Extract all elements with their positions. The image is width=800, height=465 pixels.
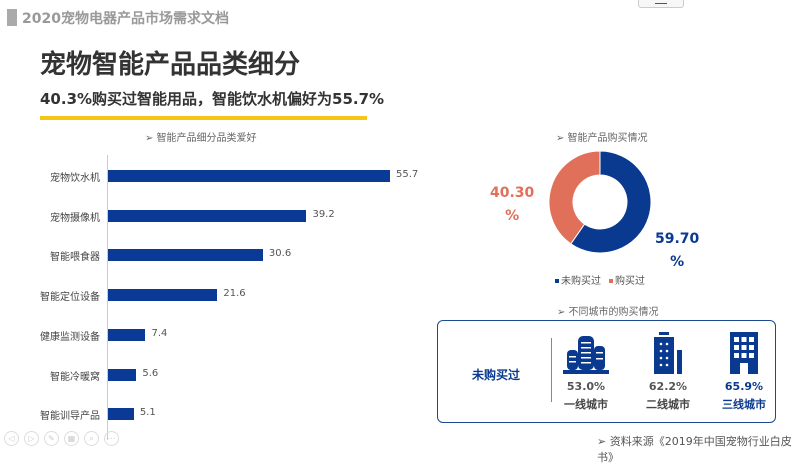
slides-icon[interactable]: ▦	[64, 431, 79, 446]
bar-value-label: 39.2	[312, 208, 335, 220]
city-percent: 65.9%	[724, 380, 764, 393]
bar	[108, 170, 390, 182]
document-title: 2020宠物电器产品市场需求文档	[22, 11, 229, 27]
city-name: 三线城市	[722, 398, 766, 411]
city-tier-1: 53.0% 一线城市	[556, 330, 616, 412]
page-subtitle: 40.3%购买过智能用品，智能饮水机偏好为55.7%	[40, 90, 385, 108]
not-bought-percent-label: 59.70%	[655, 228, 699, 274]
bar	[108, 209, 307, 222]
bar-value-label: 30.6	[268, 248, 292, 260]
bar	[108, 328, 146, 341]
slide-nav: ◁ ▷ ✎ ▦ ⌕ ⋯	[4, 431, 119, 446]
legend-item-bought: 购买过	[609, 272, 645, 287]
bar-category-label: 智能定位设备	[40, 292, 100, 304]
donut-slice-not-bought	[570, 150, 652, 254]
percent-unit: %	[505, 208, 520, 224]
bar-category-label: 智能冷暖窝	[50, 371, 100, 383]
more-icon[interactable]: ⋯	[104, 431, 119, 446]
city-buildings-icon	[556, 330, 616, 374]
bar	[108, 408, 134, 421]
bar-category-label: 宠物饮水机	[50, 173, 100, 184]
bar-chart-title: ➢ 智能产品细分品类爱好	[145, 133, 257, 144]
page-title: 宠物智能产品品类细分	[40, 50, 301, 80]
zoom-icon[interactable]: ⌕	[84, 431, 99, 446]
bar-category-label: 宠物摄像机	[50, 212, 100, 224]
legend-item-not-bought: 未购买过	[555, 272, 601, 287]
source-note: ➢ 资料来源《2019年中国宠物行业白皮书》	[597, 435, 792, 464]
donut-slice-bought	[548, 150, 601, 245]
city-panel-label: 未购买过	[472, 368, 521, 382]
bar-category-label: 智能喂食器	[50, 252, 100, 264]
divider	[551, 338, 552, 402]
bar-value-label: 5.6	[142, 367, 159, 379]
bought-value: 40.30	[490, 185, 535, 201]
header-marker	[7, 9, 17, 26]
pie-chart-title: ➢ 智能产品购买情况	[556, 133, 648, 144]
prev-icon[interactable]: ◁	[4, 431, 19, 446]
bar-value-label: 21.6	[223, 288, 246, 300]
city-name: 一线城市	[564, 398, 608, 411]
city-name: 二线城市	[646, 398, 690, 411]
next-icon[interactable]: ▷	[24, 431, 39, 446]
minimize-button[interactable]	[638, 0, 684, 8]
bar	[108, 368, 137, 381]
bar	[108, 249, 263, 262]
not-bought-value: 59.70	[655, 231, 700, 247]
pie-legend: 未购买过 购买过	[555, 272, 645, 287]
city-tier-2: 62.2% 二线城市	[638, 330, 698, 412]
bar	[108, 289, 218, 302]
percent-unit: %	[670, 254, 685, 270]
city-percent: 53.0%	[566, 380, 606, 393]
city-percent: 62.2%	[648, 380, 688, 393]
city-panel	[437, 320, 776, 423]
donut-chart	[548, 150, 652, 254]
tower-building-icon	[714, 330, 774, 374]
city-tier-3: 65.9% 三线城市	[714, 330, 774, 412]
bar-value-label: 7.4	[151, 327, 168, 339]
bar-axis	[107, 155, 108, 440]
bar-category-label: 健康监测设备	[40, 331, 100, 343]
office-building-icon	[638, 330, 698, 374]
bar-value-label: 55.7	[396, 169, 419, 180]
bar-value-label: 5.1	[139, 407, 156, 419]
bought-percent-label: 40.30%	[490, 182, 534, 228]
title-underline	[40, 116, 367, 120]
bar-category-label: 智能训导产品	[40, 411, 100, 423]
city-section-title: ➢ 不同城市的购买情况	[557, 307, 659, 318]
pen-icon[interactable]: ✎	[44, 431, 59, 446]
